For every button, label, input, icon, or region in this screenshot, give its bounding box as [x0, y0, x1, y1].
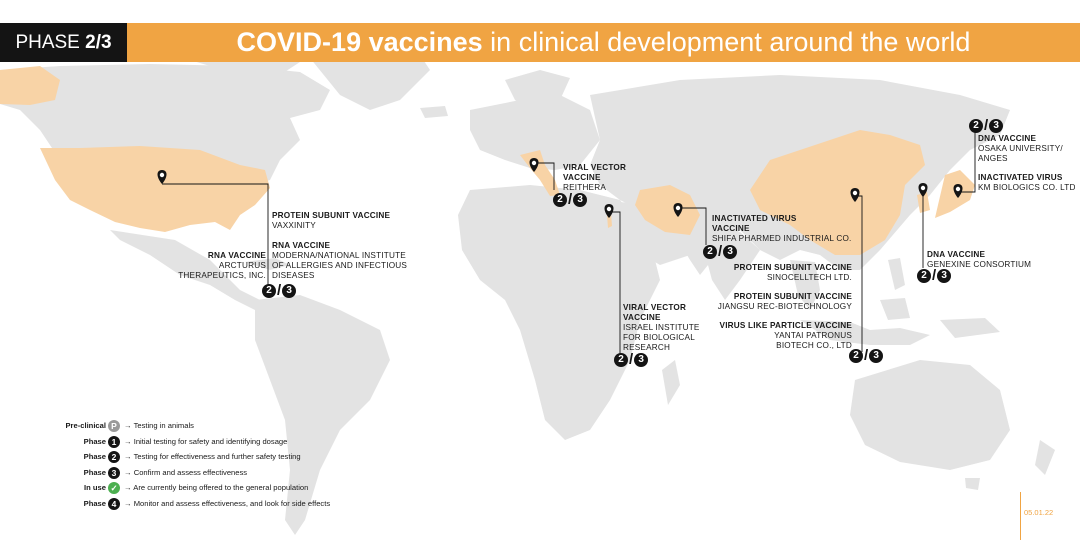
check-icon: ✓	[108, 482, 120, 495]
preclinical-icon: P	[108, 420, 120, 432]
annotation-china-3: VIRUS LIKE PARTICLE VACCINE YANTAI PATRO…	[719, 321, 852, 350]
pin-icon-usa	[157, 170, 167, 184]
phase-box: PHASE 2/3	[0, 23, 127, 62]
country-iran	[635, 185, 700, 235]
phase-badge-usa: 2/3	[262, 283, 297, 298]
annotation-china-2: PROTEIN SUBUNIT VACCINE JIANGSU REC-BIOT…	[717, 292, 852, 311]
annotation-china-1: PROTEIN SUBUNIT VACCINE SINOCELLTECH LTD…	[733, 263, 852, 282]
legend-row-phase2: Phase 2 → Testing for effectiveness and …	[83, 451, 301, 464]
phase-1-icon: 1	[108, 435, 120, 448]
legend-row-phase3: Phase 3 → Confirm and assess effectivene…	[83, 466, 248, 479]
phase-badge-italy: 2/3	[553, 192, 588, 207]
title-rest: in clinical development around the world	[482, 27, 971, 57]
annotation-iran: INACTIVATED VIRUS VACCINE SHIFA PHARMED …	[712, 214, 852, 243]
annotation-usa-rna-moderna: RNA VACCINE MODERNA/NATIONAL INSTITUTE O…	[272, 241, 408, 280]
pin-icon-israel	[604, 204, 614, 218]
legend-row-preclinical: Pre-clinical P → Testing in animals	[65, 420, 194, 432]
legend: Pre-clinical P → Testing in animals Phas…	[28, 419, 388, 513]
land-south-america	[255, 295, 390, 535]
country-usa-alaska	[0, 66, 60, 105]
pin-icon-iran	[673, 203, 683, 217]
land-europe	[470, 95, 600, 170]
legend-row-in-use: In use ✓ → Are currently being offered t…	[84, 482, 309, 495]
phase-badge-china: 2/3	[849, 348, 884, 363]
legend-row-phase1: Phase 1 → Initial testing for safety and…	[83, 435, 288, 448]
country-south-korea	[917, 192, 930, 213]
phase-value: 2/3	[85, 32, 112, 53]
annotation-japan-1: DNA VACCINE OSAKA UNIVERSITY/ ANGES	[978, 134, 1063, 163]
map-pins	[157, 158, 963, 218]
header: PHASE 2/3 COVID-19 vaccines in clinical …	[0, 23, 1080, 62]
phase-badge-iran: 2/3	[703, 244, 738, 259]
phase-badge-korea: 2/3	[917, 268, 952, 283]
phase-badge-japan: 2/3	[969, 118, 1004, 133]
land-central-america	[110, 230, 260, 310]
land-africa	[458, 185, 660, 440]
annotation-korea: DNA VACCINE GENEXINE CONSORTIUM	[927, 250, 1032, 269]
annotation-usa-rna-arcturus: RNA VACCINE ARCTURUS THERAPEUTICS, INC.	[178, 251, 266, 280]
country-china	[750, 130, 925, 255]
date-divider	[1020, 492, 1021, 540]
country-usa	[40, 146, 270, 232]
land-indonesia	[800, 320, 930, 345]
title-bar: COVID-19 vaccines in clinical developmen…	[127, 23, 1080, 62]
annotation-usa-protein: PROTEIN SUBUNIT VACCINE VAXXINITY	[272, 211, 391, 230]
land-australia	[850, 360, 1010, 470]
annotation-israel: VIRAL VECTOR VACCINE ISRAEL INSTITUTE FO…	[623, 303, 700, 352]
pin-icon-china	[850, 188, 860, 202]
date-stamp: 05.01.22	[1024, 508, 1054, 517]
country-japan	[935, 170, 975, 218]
connector-lines	[162, 130, 976, 355]
land-arabia	[600, 200, 690, 265]
phase-4-icon: 4	[108, 497, 120, 510]
pin-icon-japan	[953, 184, 963, 198]
title-bold: COVID-19 vaccines	[236, 27, 483, 57]
annotation-japan-2: INACTIVATED VIRUS KM BIOLOGICS CO. LTD	[978, 173, 1076, 192]
phase-badge-israel: 2/3	[614, 352, 649, 367]
highlighted-countries	[0, 66, 975, 255]
pin-icon-italy	[529, 158, 539, 172]
annotation-italy: VIRAL VECTOR VACCINE REITHERA	[563, 163, 627, 192]
phase-label: PHASE	[15, 32, 86, 53]
land-greenland	[310, 55, 430, 110]
legend-row-phase4: Phase 4 → Monitor and assess effectivene…	[83, 497, 331, 510]
pin-icon-korea	[918, 183, 928, 197]
phase-2-icon: 2	[108, 451, 120, 464]
phase-3-icon: 3	[108, 466, 120, 479]
